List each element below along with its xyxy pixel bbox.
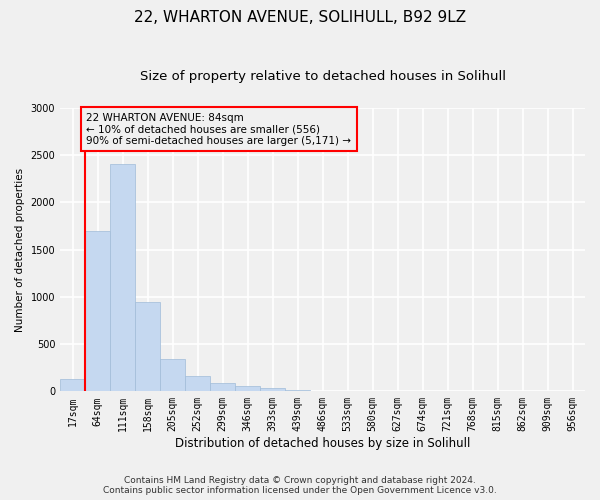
Bar: [60, 379, 85, 392]
Bar: [85, 230, 110, 392]
Bar: [210, 383, 235, 392]
Bar: [135, 302, 160, 392]
Text: 22 WHARTON AVENUE: 84sqm
← 10% of detached houses are smaller (556)
90% of semi-: 22 WHARTON AVENUE: 84sqm ← 10% of detach…: [86, 112, 352, 146]
Text: Contains HM Land Registry data © Crown copyright and database right 2024.
Contai: Contains HM Land Registry data © Crown c…: [103, 476, 497, 495]
Bar: [235, 386, 260, 392]
Bar: [285, 390, 310, 392]
Bar: [110, 164, 135, 392]
Bar: [160, 359, 185, 392]
Text: 22, WHARTON AVENUE, SOLIHULL, B92 9LZ: 22, WHARTON AVENUE, SOLIHULL, B92 9LZ: [134, 10, 466, 25]
Y-axis label: Number of detached properties: Number of detached properties: [15, 168, 25, 332]
Title: Size of property relative to detached houses in Solihull: Size of property relative to detached ho…: [140, 70, 506, 83]
Bar: [185, 376, 210, 392]
X-axis label: Distribution of detached houses by size in Solihull: Distribution of detached houses by size …: [175, 437, 470, 450]
Bar: [260, 388, 285, 392]
